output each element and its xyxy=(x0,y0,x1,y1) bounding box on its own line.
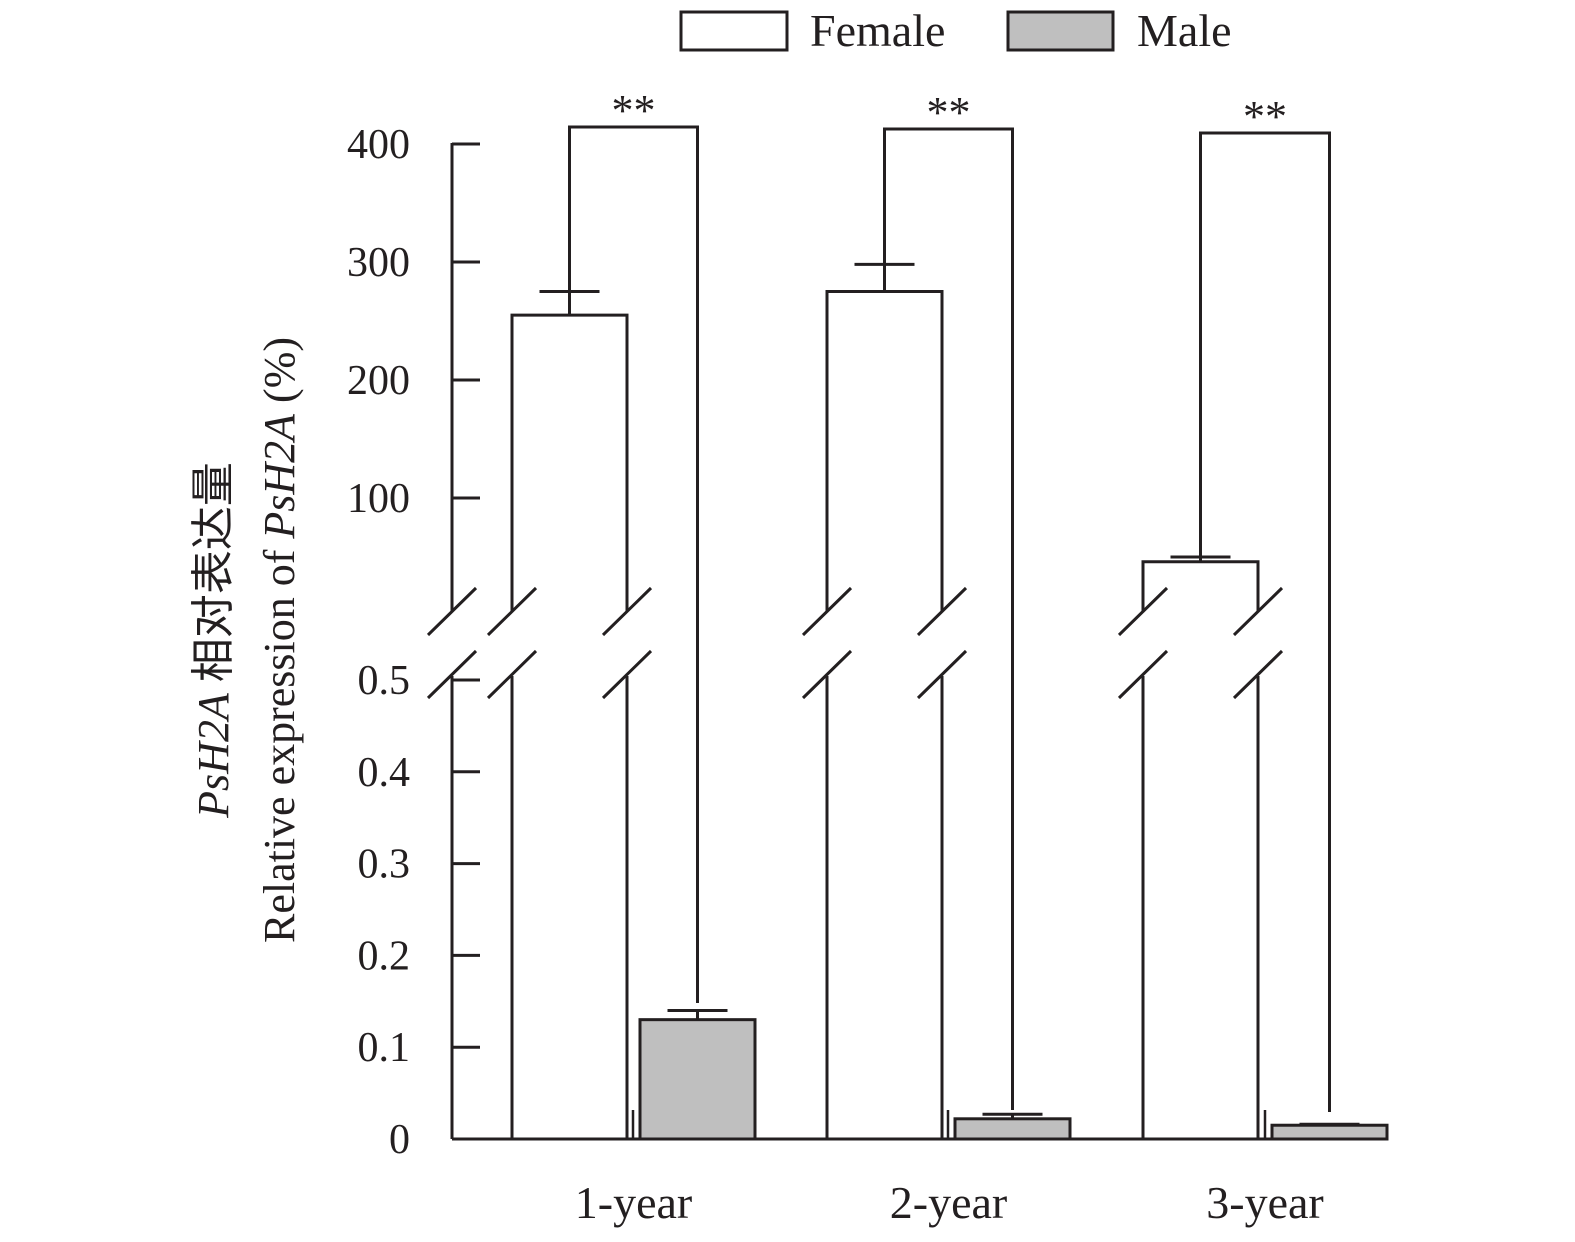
axis-break-slash xyxy=(1232,649,1284,700)
legend-swatch-male xyxy=(1006,10,1115,52)
axis-break-slash xyxy=(916,586,968,637)
y-tick-label-lower: 0.2 xyxy=(358,933,411,979)
axis-break-slash xyxy=(916,649,968,700)
y-axis-title-cn: PsH2A 相对表达量 xyxy=(189,462,238,819)
y-tick-label-lower: 0.5 xyxy=(358,658,411,704)
bar-female-lower xyxy=(825,676,944,1139)
significance-bracket xyxy=(1199,131,1331,1112)
y-tick-label-upper: 200 xyxy=(347,358,410,404)
y-axis-title-en: Relative expression of PsH2A (%) xyxy=(255,337,304,943)
axis-break-slash xyxy=(426,649,478,700)
y-tick-label-upper: 100 xyxy=(347,476,410,522)
significance-bracket xyxy=(568,125,699,1003)
significance-label: ** xyxy=(1243,92,1287,141)
axis-break-slash xyxy=(1232,586,1284,637)
axis-break-slash xyxy=(801,586,853,637)
axis-break-slash xyxy=(801,649,853,700)
axis-break-slash xyxy=(426,586,478,637)
bar-female-lower xyxy=(510,676,629,1139)
axis-break-slash xyxy=(601,586,653,637)
bar-female xyxy=(510,313,629,612)
axis-break-slash xyxy=(486,649,538,700)
axis-break-slash xyxy=(1117,586,1169,637)
bar-male xyxy=(1270,1123,1389,1141)
x-tick-label: 2-year xyxy=(890,1177,1007,1228)
x-tick-label: 1-year xyxy=(575,1177,692,1228)
y-tick-label-lower: 0.1 xyxy=(358,1025,411,1071)
significance-label: ** xyxy=(612,86,656,135)
significance-label: ** xyxy=(927,88,971,137)
bar-female xyxy=(825,290,944,612)
axis-break-slash xyxy=(486,586,538,637)
bar-male xyxy=(638,1018,757,1141)
y-tick-label-upper: 300 xyxy=(347,240,410,286)
y-tick-label-lower: 0 xyxy=(389,1117,410,1163)
y-tick-label-lower: 0.4 xyxy=(358,750,411,796)
axis-break-slash xyxy=(1117,649,1169,700)
bar-female-lower xyxy=(1141,676,1260,1139)
bar-male xyxy=(953,1117,1072,1141)
x-tick-label: 3-year xyxy=(1206,1177,1323,1228)
axis-break-slash xyxy=(601,649,653,700)
legend-label-male: Male xyxy=(1137,5,1232,56)
bar-female xyxy=(1141,560,1260,612)
legend-swatch-female xyxy=(679,10,789,52)
significance-bracket xyxy=(883,127,1014,1110)
y-tick-label-upper: 400 xyxy=(347,122,410,168)
y-tick-label-lower: 0.3 xyxy=(358,842,411,888)
legend-label-female: Female xyxy=(810,5,945,56)
